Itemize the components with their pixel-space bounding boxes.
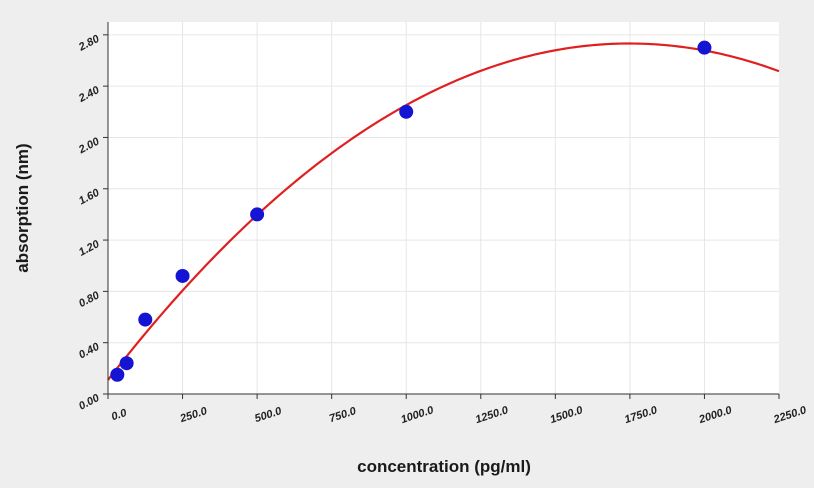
y-tick-label: 2.40 [76, 84, 102, 106]
y-tick-label: 0.00 [77, 392, 102, 413]
data-point [138, 312, 153, 327]
x-tick-label: 1500.0 [549, 404, 586, 426]
y-tick-label: 2.00 [76, 135, 102, 157]
x-tick-label: 0.0 [110, 407, 129, 423]
x-tick-label: 1000.0 [399, 404, 436, 426]
data-point [250, 207, 265, 222]
x-tick-label: 2250.0 [771, 404, 808, 426]
data-point [110, 367, 125, 382]
y-tick-label: 1.20 [77, 238, 102, 259]
plot-area [108, 22, 779, 394]
x-tick-labels: 0.0 250.0 500.0 750.0 1000.0 1250.0 1500.0 1750… [110, 404, 809, 426]
x-axis-title: concentration (pg/ml) [357, 457, 531, 476]
data-point [175, 268, 190, 283]
fit-curve [107, 42, 780, 381]
x-tick-label: 1750.0 [623, 404, 660, 426]
y-tick-label: 0.80 [77, 289, 102, 310]
x-tick-label: 750.0 [328, 405, 359, 425]
y-axis-title: absorption (nm) [13, 143, 32, 272]
x-tick-label: 250.0 [178, 405, 210, 426]
data-point [119, 356, 134, 371]
x-tick-label: 1250.0 [474, 404, 511, 426]
x-tick-label: 500.0 [253, 405, 284, 425]
y-tick-labels: 0.00 0.40 0.80 1.20 1.60 2.00 2.40 2.80 [76, 32, 102, 412]
y-tick-label: 2.80 [76, 32, 102, 54]
y-tick-label: 1.60 [77, 186, 102, 207]
x-tick-label: 2000.0 [697, 404, 734, 426]
y-tick-label: 0.40 [77, 340, 102, 361]
points-layer [110, 40, 712, 382]
data-point [399, 104, 414, 119]
data-point [697, 40, 712, 55]
axes [103, 22, 780, 399]
curve-layer [107, 42, 780, 381]
